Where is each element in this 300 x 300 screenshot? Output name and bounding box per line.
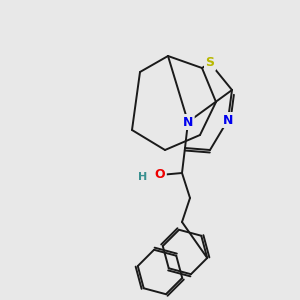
- Text: S: S: [206, 56, 214, 70]
- Text: H: H: [138, 172, 148, 182]
- Text: N: N: [223, 113, 233, 127]
- Text: O: O: [155, 169, 165, 182]
- Text: N: N: [183, 116, 193, 128]
